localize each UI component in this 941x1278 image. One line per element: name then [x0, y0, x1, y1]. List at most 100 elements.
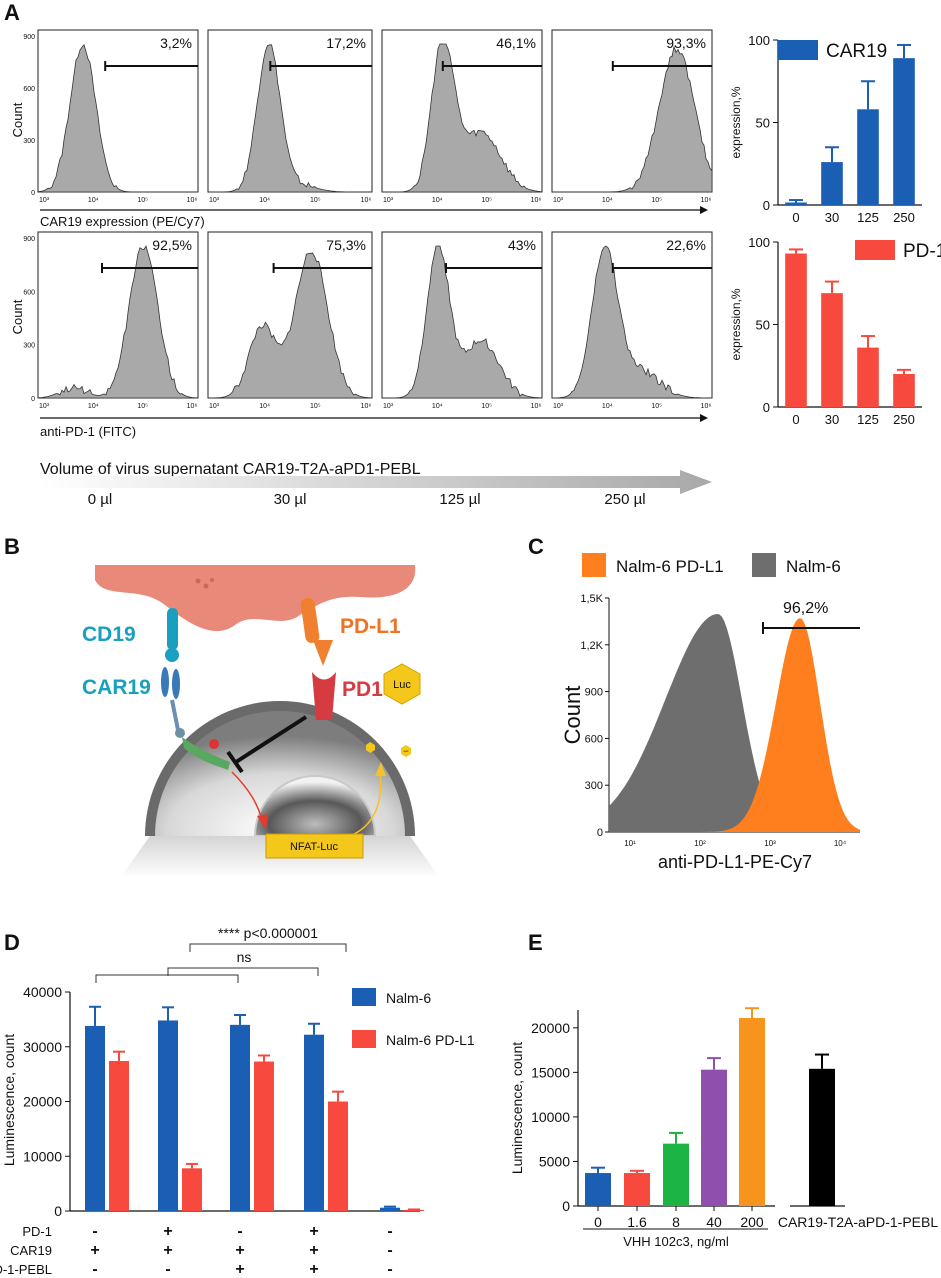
row2-x-label: anti-PD-1 (FITC) — [40, 424, 136, 439]
luc-small-label: Luc — [404, 749, 409, 753]
gate-percent: 75,3% — [326, 237, 366, 253]
row1-arrowhead — [700, 206, 708, 214]
x-tick-label: 10¹ — [624, 839, 636, 848]
bar-nalm6-pdl1 — [109, 1060, 129, 1211]
x-tick-label: 10³ — [209, 197, 220, 204]
histogram-distribution — [552, 45, 713, 193]
volume-label-30: 30 µl — [274, 491, 307, 508]
nalm6-distribution — [609, 614, 860, 832]
bar-nalm6-pdl1 — [182, 1168, 202, 1211]
y-tick-label: 20000 — [531, 1020, 570, 1036]
gate-percent: 3,2% — [160, 35, 192, 51]
x-tick-label: 1.6 — [627, 1214, 647, 1230]
y-tick-label: 900 — [23, 34, 35, 41]
panel-label-e: E — [528, 930, 543, 955]
y-tick-label: 0 — [54, 1203, 62, 1219]
bar — [821, 293, 843, 407]
bar-nalm6 — [380, 1207, 400, 1211]
y-tick-label: 600 — [23, 86, 35, 93]
y-tick-label: 0 — [763, 400, 770, 415]
y-tick-label: 50 — [756, 116, 770, 131]
x-tick-label: 8 — [672, 1214, 680, 1230]
bar — [785, 253, 807, 407]
bar — [809, 1068, 835, 1206]
x-tick-label: 10⁵ — [481, 197, 492, 204]
x-tick-label: 10³ — [209, 403, 220, 410]
x-tick-label: 10⁶ — [701, 197, 712, 204]
legend-label: PD-1 — [903, 241, 941, 262]
x-tick-label: CAR19-T2A-aPD-1-PEBL — [778, 1214, 938, 1230]
panel-b-schematic: Luc Luc NFAT-Luc CD19 CAR19 PD-L1 PD1 — [82, 565, 440, 878]
legend-label: CAR19 — [826, 41, 887, 62]
x-tick-label: 10³ — [39, 197, 50, 204]
row1-x-label: CAR19 expression (PE/Cy7) — [40, 214, 205, 229]
bar-nalm6-pdl1 — [328, 1101, 348, 1211]
bar-nalm6 — [230, 1024, 250, 1211]
condition-sign: - — [165, 1261, 170, 1278]
y-tick-label: 300 — [585, 780, 603, 792]
legend-label: Nalm-6 PD-L1 — [386, 1032, 475, 1048]
bar — [857, 109, 879, 205]
x-tick-label: 10⁵ — [310, 403, 321, 410]
x-tick-label: 30 — [825, 412, 839, 427]
car19-bar-chart: 0 50 100 0 30 125 250 expression,% CAR19 — [729, 33, 922, 225]
condition-sign: - — [92, 1261, 97, 1278]
y-axis-label: expression,% — [729, 86, 743, 158]
x-tick-label: 10⁵ — [310, 197, 321, 204]
cd19-receptor — [167, 608, 178, 650]
bar — [893, 374, 915, 407]
x-tick-label: 10⁶ — [361, 403, 372, 410]
x-tick-label: 10⁴ — [88, 197, 99, 204]
x-tick-label: 10⁵ — [651, 197, 662, 204]
y-tick-label: 0 — [597, 827, 603, 839]
y-tick-label: 15000 — [531, 1064, 570, 1080]
condition-sign: + — [235, 1261, 244, 1278]
x-tick-label: 10⁴ — [432, 197, 443, 204]
x-tick-label: 250 — [893, 412, 915, 427]
histogram-distribution — [382, 245, 543, 399]
nucleus — [253, 775, 377, 837]
bar — [701, 1069, 727, 1206]
bar-nalm6 — [158, 1020, 178, 1211]
gate-percent: 93,3% — [666, 35, 706, 51]
bar — [893, 58, 915, 206]
legend-swatch — [855, 240, 895, 260]
x-tick-label: 0 — [594, 1214, 602, 1230]
gate-percent: 46,1% — [496, 35, 536, 51]
x-tick-label: 10³ — [553, 403, 564, 410]
gate-percent: 96,2% — [783, 600, 828, 617]
x-tick-label: 40 — [706, 1214, 722, 1230]
x-tick-label: 10⁵ — [481, 403, 492, 410]
row1-y-label: Count — [10, 102, 25, 137]
panel-label-a: A — [4, 0, 20, 25]
x-tick-label: 10⁴ — [259, 197, 270, 204]
histogram-distribution — [382, 43, 543, 193]
bar-nalm6 — [85, 1025, 105, 1211]
x-tick-label: 250 — [893, 210, 915, 225]
x-tick-label: 10³ — [383, 403, 394, 410]
histogram-distribution — [208, 44, 372, 193]
condition-sign: - — [387, 1242, 392, 1259]
y-tick-label: 1,2K — [580, 640, 603, 652]
x-tick-label: 10⁶ — [531, 197, 542, 204]
x-tick-label: 10⁵ — [137, 403, 148, 410]
pd1-bar-chart: 0 50 100 0 30 125 250 expression,% PD-1 — [729, 235, 941, 427]
luc-label: Luc — [393, 679, 411, 691]
x-tick-label: 10⁴ — [602, 403, 613, 410]
legend-swatch-nalm6 — [752, 553, 776, 577]
x-tick-label: 125 — [857, 210, 879, 225]
histogram-distribution — [551, 245, 712, 399]
bar-nalm6-pdl1 — [254, 1061, 274, 1211]
y-tick-label: 100 — [748, 235, 770, 250]
bar-nalm6 — [304, 1034, 324, 1211]
gate-percent: 22,6% — [666, 237, 706, 253]
x-tick-label: 200 — [740, 1214, 764, 1230]
y-tick-label: 30000 — [23, 1039, 62, 1055]
condition-sign: - — [92, 1223, 97, 1240]
volume-gradient-arrow — [40, 470, 712, 494]
condition-sign: + — [309, 1223, 318, 1240]
pd1-receptor — [312, 672, 336, 720]
legend-label: Nalm-6 — [786, 557, 841, 576]
y-tick-label: 100 — [748, 33, 770, 48]
y-tick-label: 50 — [756, 318, 770, 333]
